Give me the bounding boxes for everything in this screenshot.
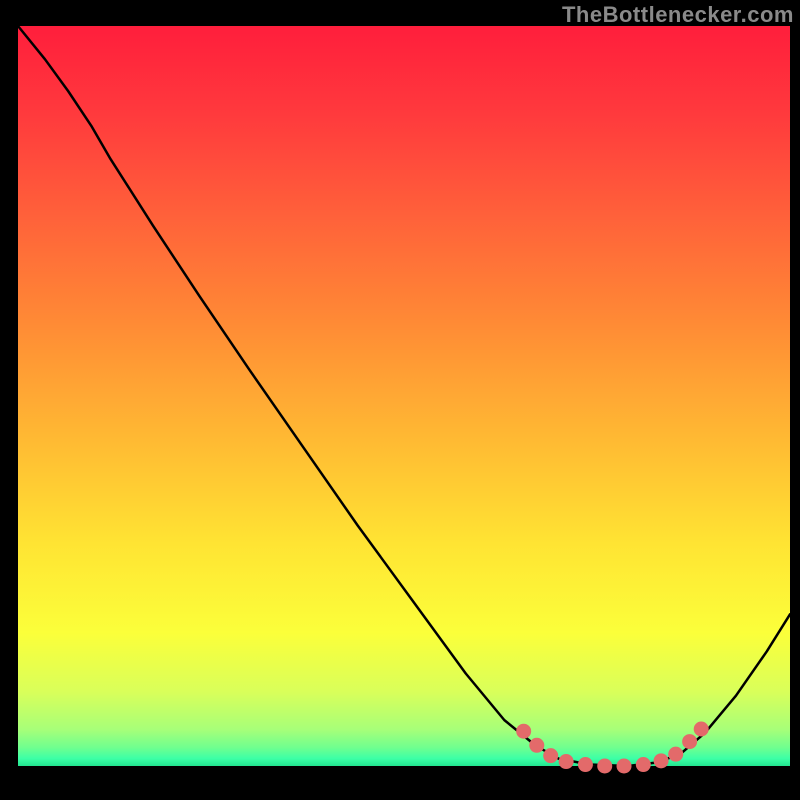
valley-dot	[597, 759, 612, 774]
chart-svg	[0, 0, 800, 800]
valley-dot	[617, 759, 632, 774]
valley-dot	[529, 738, 544, 753]
valley-dot	[578, 757, 593, 772]
gradient-background	[18, 26, 790, 766]
valley-dot	[682, 734, 697, 749]
valley-dot	[654, 753, 669, 768]
valley-dot	[559, 754, 574, 769]
valley-dot	[694, 722, 709, 737]
watermark: TheBottlenecker.com	[562, 2, 794, 28]
chart-stage: TheBottlenecker.com	[0, 0, 800, 800]
valley-dot	[543, 748, 558, 763]
valley-dot	[668, 747, 683, 762]
valley-dot	[636, 757, 651, 772]
valley-dot	[516, 724, 531, 739]
